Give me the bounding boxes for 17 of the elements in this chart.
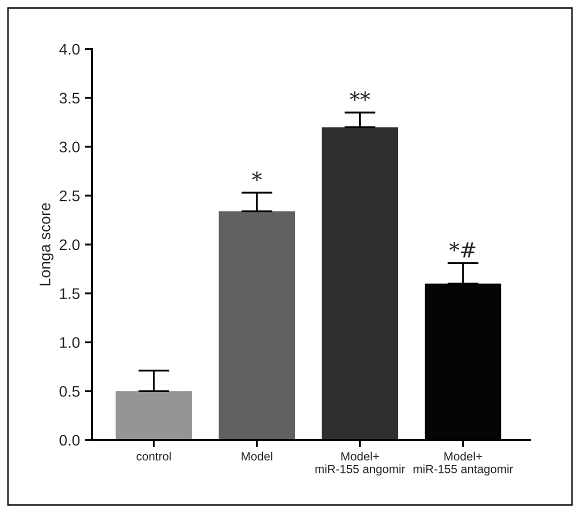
x-tick-label: Model+ miR-155 angomir (315, 452, 406, 476)
annotation: *# (449, 242, 476, 258)
y-tick-label: 1.0 (60, 337, 80, 348)
y-tick-label: 0.5 (60, 386, 80, 397)
annotation: * (252, 172, 262, 181)
y-tick-label: 4.0 (59, 44, 80, 55)
y-tick-label: 3.0 (60, 142, 80, 152)
x-tick-label: control (136, 452, 171, 460)
y-tick-label: 3.5 (60, 92, 80, 104)
x-tick-label: Model (242, 452, 272, 460)
y-tick-label: 1.5 (60, 288, 80, 300)
y-tick-label: 2.0 (60, 239, 80, 250)
y-tick-label: 0.0 (60, 434, 80, 446)
annotation: ** (350, 91, 370, 101)
x-tick-label: Model+ miR-155 antagomir (414, 452, 514, 476)
y-tick-label: 2.5 (60, 190, 80, 202)
y-axis-title: Longa score (40, 203, 54, 286)
